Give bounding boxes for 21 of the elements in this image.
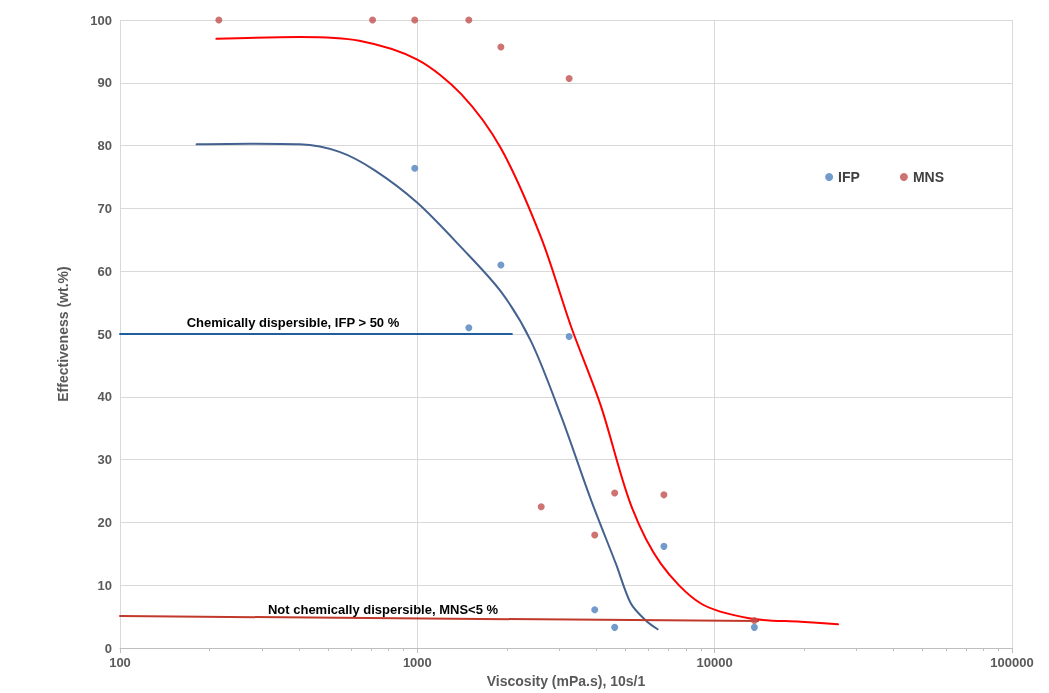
annotation: Chemically dispersible, IFP > 50 %: [186, 314, 400, 330]
x-tick-label: 10000: [696, 655, 733, 671]
y-tick-label: 50: [97, 326, 112, 342]
x-tick-label: 1000: [402, 655, 432, 671]
legend-label: MNS: [912, 169, 945, 185]
annotation: Not chemically dispersible, MNS<5 %: [267, 601, 499, 617]
legend-label: IFP: [838, 169, 860, 185]
y-axis-title: Effectiveness (wt.%): [55, 266, 71, 402]
x-axis-title: Viscosity (mPa.s), 10s/1: [486, 673, 646, 689]
y-tick-label: 90: [97, 75, 112, 91]
x-tick-label: 100000: [990, 655, 1034, 671]
y-tick-label: 0: [104, 640, 112, 656]
x-tick-label: 100: [109, 655, 131, 671]
y-tick-label: 20: [97, 514, 112, 530]
y-tick-label: 60: [97, 263, 112, 279]
y-tick-label: 70: [97, 200, 112, 216]
y-tick-label: 10: [97, 577, 112, 593]
y-tick-label: 30: [97, 452, 112, 468]
y-tick-label: 80: [97, 138, 112, 154]
y-tick-label: 40: [97, 389, 112, 405]
y-tick-label: 100: [90, 12, 112, 28]
